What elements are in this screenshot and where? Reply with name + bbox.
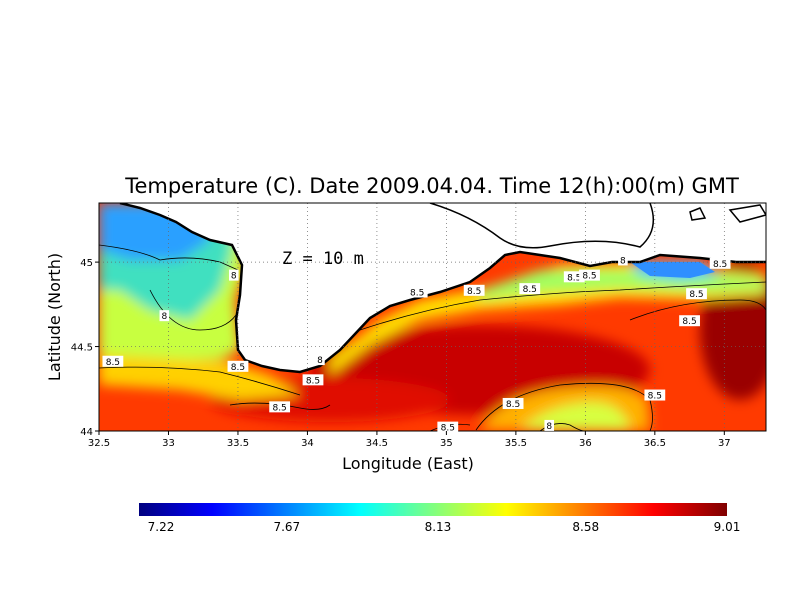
x-tick-label: 33 [162,438,175,449]
contour-label: 8.5 [563,271,585,283]
contour-label-text: 8.5 [272,403,286,413]
colorbar-tick-label: 9.01 [714,520,741,534]
contour-label-text: 8.5 [567,273,581,283]
contour-label: 8.5 [579,269,600,282]
chart-title: Temperature (C). Date 2009.04.04. Time 1… [124,174,739,198]
x-axis-label: Longitude (East) [342,454,474,473]
land-mass [120,203,766,372]
x-tick-label: 34.5 [366,438,388,449]
x-tick-label: 35.5 [505,438,527,449]
x-tick-label: 36.5 [644,438,666,449]
contour-label-text: 8 [546,422,552,432]
y-tick-label: 44 [80,427,93,438]
contour-label-text: 8.5 [410,289,424,299]
y-tick-label: 45 [80,258,93,269]
contour-label-text: 8.5 [441,424,455,434]
contour-label-text: 8.5 [648,392,662,402]
y-axis-ticks: 44 44.5 45 [71,258,99,438]
contour-label-text: 8.5 [506,400,520,410]
contour-label-text: 8.5 [523,285,537,295]
contour-label-text: 8.5 [682,317,696,327]
x-tick-label: 37 [718,438,731,449]
map-plot-area [99,203,766,431]
contour-label-text: 8.5 [713,260,727,270]
x-tick-label: 34 [301,438,314,449]
contour-label: 8 [315,354,325,366]
contour-label-text: 8.5 [306,376,320,386]
contour-label: 8.5 [519,283,541,295]
contour-label-group: 888.58.58.58.588.5 8.5 8.58.5 8.58 8.58.58.5… [102,254,731,434]
contour-label: 8.5 [406,286,428,299]
plot-frame [98,202,767,432]
contour-label: 8.5 [302,374,324,386]
contour-label: 8 [544,419,555,432]
contour-label: 8.5 [227,360,249,373]
contour-label: 8 [159,310,170,322]
contour-label: 8.5 [644,389,666,402]
y-axis-label: Latitude (North) [45,253,64,381]
x-axis-ticks: 32.5 33 33.5 34 34.5 35 35.5 36 36.5 37 [88,431,731,449]
contour-label-text: 8.5 [582,272,596,282]
x-tick-label: 33.5 [227,438,249,449]
colorbar-tick-label: 7.22 [148,520,175,534]
contour-label: 8.5 [686,288,707,300]
contour-label-text: 8 [317,356,323,366]
x-tick-label: 32.5 [88,438,110,449]
contour-label-text: 8 [620,256,626,266]
coastline [119,203,766,374]
contour-label-text: 8.5 [106,358,120,368]
x-tick-label: 35 [440,438,453,449]
contour-label: 8.5 [709,257,731,270]
contour-label: 8.5 [269,401,291,413]
contour-label: 8.5 [679,315,700,327]
azov-coastline [429,203,655,249]
contour-label: 8.5 [463,284,485,297]
contour-label-text: 8.5 [467,287,481,297]
depth-label: Z = 10 m [282,249,364,269]
contour-label: 8 [228,269,239,282]
contour-label-text: 8 [161,312,167,322]
colorbar [139,503,727,516]
contour-label-text: 8 [231,272,237,282]
y-tick-label: 44.5 [71,343,93,354]
contour-label-text: 8.5 [231,363,245,373]
contour-label: 8.5 [437,421,459,434]
colorbar-ticks: 7.22 7.67 8.13 8.58 9.01 [148,520,741,534]
contour-label: 8.5 [502,397,524,410]
colorbar-tick-label: 8.13 [425,520,452,534]
x-tick-label: 36 [579,438,592,449]
colorbar-tick-label: 7.67 [273,520,300,534]
colorbar-tick-label: 8.58 [572,520,599,534]
contour-label: 8 [618,254,628,266]
contour-label: 8.5 [102,355,124,368]
contour-label-text: 8.5 [689,290,703,300]
